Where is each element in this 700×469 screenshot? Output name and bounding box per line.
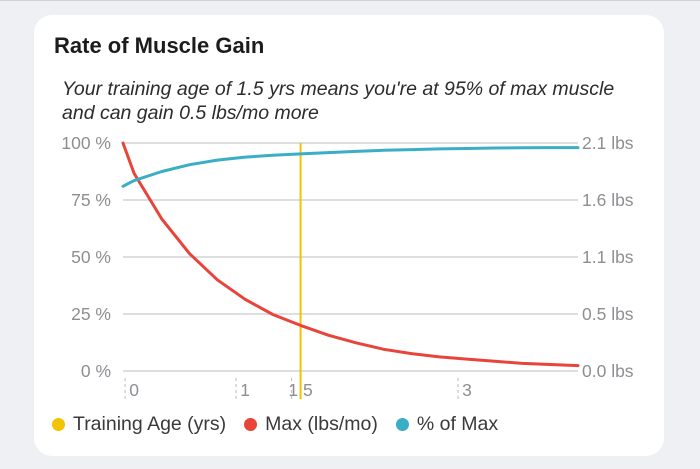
x-tick-label: 1: [240, 380, 250, 400]
x-tick-label: 3: [462, 380, 472, 400]
percent-of-max-line: [121, 146, 580, 188]
training-age-dot-icon: [52, 417, 65, 431]
pct-dot-icon: [395, 417, 409, 431]
muscle-gain-card: Rate of Muscle Gain Your training age of…: [34, 15, 664, 456]
legend-item-pct: % of Max: [395, 412, 499, 436]
legend-label-max: Max (lbs/mo): [265, 412, 378, 435]
y-right-tick-label: 0.0 lbs: [582, 361, 634, 381]
card-title: Rate of Muscle Gain: [54, 33, 265, 58]
legend-item-training-age: Training Age (yrs): [52, 413, 226, 436]
y-left-tick-label: 25 %: [71, 304, 111, 324]
top-divider: [0, 0, 700, 1]
max-lbs-per-month-line: [121, 141, 580, 368]
max-dot-icon: [244, 417, 258, 431]
y-right-tick-label: 1.1 lbs: [582, 247, 634, 267]
chart-legend: Training Age (yrs) Max (lbs/mo) % of Max: [52, 412, 516, 436]
y-left-tick-label: 0 %: [81, 361, 111, 381]
y-right-tick-label: 2.1 lbs: [582, 133, 634, 153]
y-left-tick-label: 50 %: [71, 247, 111, 267]
y-right-tick-label: 0.5 lbs: [582, 304, 634, 324]
legend-label-pct: % of Max: [416, 412, 499, 435]
legend-label-training-age: Training Age (yrs): [73, 412, 227, 435]
legend-item-max: Max (lbs/mo): [244, 413, 378, 436]
y-right-tick-label: 1.6 lbs: [582, 190, 634, 210]
y-left-tick-label: 75 %: [71, 190, 111, 210]
card-subtitle: Your training age of 1.5 yrs means you'r…: [62, 78, 615, 124]
y-left-tick-label: 100 %: [61, 133, 111, 153]
x-tick-label: 0: [129, 380, 139, 400]
